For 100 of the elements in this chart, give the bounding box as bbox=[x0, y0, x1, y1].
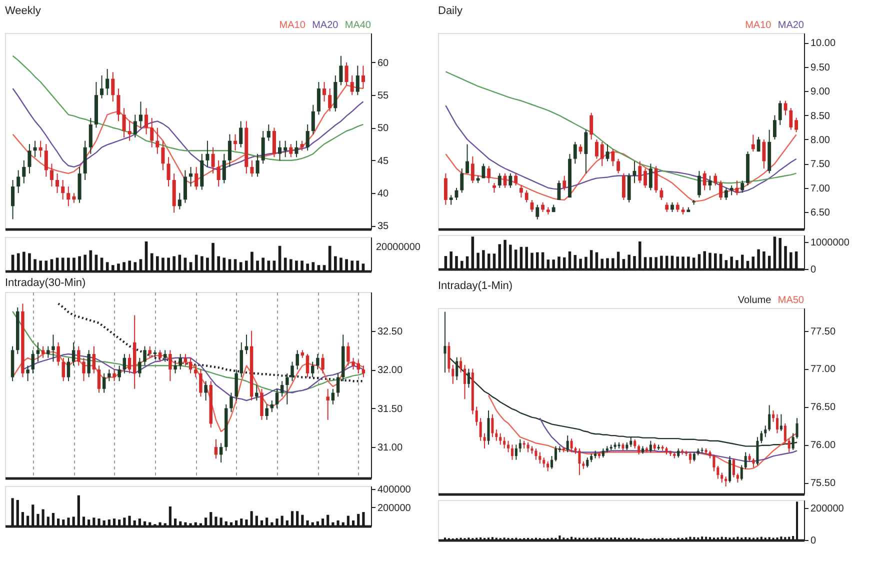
candlestick bbox=[586, 457, 589, 468]
candlestick bbox=[266, 124, 270, 142]
candlestick bbox=[270, 400, 274, 413]
candlestick bbox=[578, 448, 581, 476]
candlestick bbox=[116, 88, 120, 122]
candlestick bbox=[122, 354, 126, 374]
candlestick bbox=[449, 194, 453, 206]
candlestick bbox=[250, 160, 254, 178]
y-tick-label: 8.00 bbox=[810, 134, 830, 146]
candlestick bbox=[128, 354, 132, 374]
candlestick bbox=[724, 187, 728, 200]
candlestick bbox=[294, 140, 298, 158]
candlestick bbox=[255, 384, 258, 401]
candlestick bbox=[144, 108, 148, 135]
candlestick bbox=[634, 438, 636, 449]
y-tick-label: 31.00 bbox=[378, 442, 403, 454]
y-tick-label: 200000 bbox=[378, 502, 412, 514]
candlestick bbox=[660, 187, 664, 200]
candlestick bbox=[128, 120, 132, 142]
candlestick bbox=[751, 134, 755, 152]
candlestick bbox=[470, 156, 474, 184]
line-series bbox=[445, 134, 797, 202]
candlestick bbox=[346, 342, 350, 366]
candlestick bbox=[716, 465, 720, 480]
candlestick bbox=[178, 192, 182, 210]
y-tick-label: 76.00 bbox=[810, 440, 836, 452]
candlestick bbox=[97, 365, 101, 394]
candlestick bbox=[452, 364, 454, 384]
candlestick bbox=[756, 136, 760, 152]
candlestick bbox=[736, 473, 739, 484]
candlestick bbox=[503, 436, 506, 449]
candlestick bbox=[31, 350, 35, 374]
candlestick bbox=[331, 388, 335, 405]
y-tick-label: 400000 bbox=[378, 484, 412, 496]
candlestick bbox=[648, 163, 652, 191]
candlestick bbox=[760, 430, 763, 444]
candlestick bbox=[211, 146, 215, 174]
candlestick bbox=[204, 380, 208, 401]
candlestick bbox=[219, 442, 223, 463]
candlestick bbox=[280, 380, 284, 398]
y-tick-label: 0 bbox=[810, 264, 816, 276]
candlestick bbox=[356, 360, 360, 374]
candlestick bbox=[256, 153, 260, 178]
candlestick bbox=[316, 354, 320, 370]
candlestick bbox=[72, 342, 76, 366]
candlestick bbox=[536, 204, 540, 220]
candlestick bbox=[788, 438, 790, 453]
candlestick bbox=[676, 202, 680, 213]
candlestick bbox=[166, 156, 170, 188]
candlestick bbox=[508, 172, 512, 188]
candlestick bbox=[546, 460, 550, 472]
candlestick bbox=[606, 144, 610, 162]
candlestick bbox=[352, 357, 355, 370]
candlestick bbox=[56, 172, 60, 194]
y-tick-label: 0 bbox=[810, 536, 816, 546]
candlestick bbox=[33, 140, 37, 158]
candlestick bbox=[272, 127, 276, 158]
text: 20000000 bbox=[376, 242, 421, 254]
candlestick bbox=[708, 175, 712, 191]
candlestick bbox=[524, 190, 528, 203]
candlestick bbox=[148, 346, 152, 358]
y-tick-label: 7.00 bbox=[810, 183, 830, 194]
text: Volume bbox=[738, 295, 772, 306]
y-tick-label: 32.50 bbox=[378, 326, 403, 338]
candlestick bbox=[692, 452, 696, 462]
y-tick-label: 40 bbox=[378, 188, 390, 200]
candlestick bbox=[714, 172, 718, 186]
candlestick bbox=[466, 144, 469, 174]
candlestick bbox=[578, 144, 582, 154]
candlestick bbox=[26, 365, 30, 382]
candlestick bbox=[665, 202, 669, 213]
candlestick bbox=[467, 368, 470, 388]
candlestick bbox=[638, 160, 642, 184]
candlestick bbox=[311, 104, 315, 135]
candlestick bbox=[92, 346, 96, 374]
candlestick bbox=[510, 444, 514, 460]
candlestick bbox=[156, 127, 160, 154]
candlestick bbox=[150, 117, 154, 148]
y-tick-label: 50 bbox=[378, 123, 390, 134]
chart-title: Weekly bbox=[5, 5, 42, 17]
candlestick bbox=[326, 388, 330, 420]
candlestick bbox=[602, 448, 604, 458]
candlestick bbox=[133, 114, 137, 138]
candlestick bbox=[740, 180, 744, 194]
candlestick bbox=[66, 357, 70, 382]
candlestick bbox=[784, 100, 788, 116]
text: MA40 bbox=[344, 20, 372, 31]
candlestick bbox=[475, 406, 478, 426]
candlestick bbox=[216, 160, 220, 188]
candlestick bbox=[336, 372, 340, 398]
y-tick-label: 9.00 bbox=[810, 86, 830, 98]
candlestick bbox=[764, 425, 767, 438]
candlestick bbox=[168, 350, 172, 382]
candlestick bbox=[161, 140, 165, 171]
candlestick bbox=[316, 82, 320, 116]
candlestick bbox=[102, 372, 106, 394]
candlestick bbox=[306, 124, 310, 152]
candlestick bbox=[194, 166, 198, 190]
candlestick bbox=[194, 365, 198, 378]
candlestick bbox=[362, 365, 366, 378]
